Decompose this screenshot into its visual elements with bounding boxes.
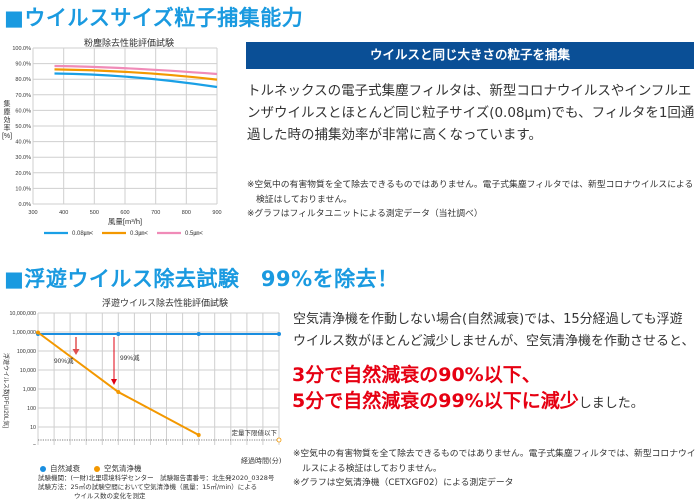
svg-text:浮遊ウイルス数[PFU/20L気]: 浮遊ウイルス数[PFU/20L気] bbox=[2, 353, 10, 428]
svg-text:0.08㎛<: 0.08㎛< bbox=[72, 231, 94, 238]
svg-text:90%減: 90%減 bbox=[54, 356, 74, 365]
section2-note-2: ※グラフは空気清浄機（CETXGF02）による測定データ bbox=[293, 478, 514, 488]
chart2-xlabel: 経過時間(分) bbox=[241, 457, 282, 465]
svg-text:40.0%: 40.0% bbox=[15, 140, 31, 146]
chart2-legend: 自然減衰 空気清浄機 bbox=[40, 463, 156, 474]
legend-air-purifier: 空気清浄機 bbox=[94, 463, 142, 474]
svg-text:10: 10 bbox=[30, 425, 36, 431]
section1-note-2: ※グラフはフィルタユニットによる測定データ（当社調べ） bbox=[247, 209, 483, 219]
section2-body: 空気清浄機を作動しない場合(自然減衰)では、15分経過しても浮遊ウイルス数がほと… bbox=[293, 312, 695, 349]
svg-text:集: 集 bbox=[4, 99, 11, 108]
legend-dot-blue bbox=[40, 465, 46, 472]
svg-text:80.0%: 80.0% bbox=[15, 77, 31, 83]
svg-text:0: 0 bbox=[33, 444, 36, 445]
chart1-title: 粉塵除去性能評価試験 bbox=[83, 39, 174, 49]
svg-text:0.3㎛<: 0.3㎛< bbox=[130, 231, 148, 238]
svg-text:10.0%: 10.0% bbox=[15, 186, 31, 192]
test-info: 試験機関：(一財)北里環境科学センター 試験報告書番号：北生発2020_0328… bbox=[38, 474, 274, 500]
highlight-90: 3分で自然減衰の90%以下、 bbox=[292, 364, 541, 386]
test-info-method: 試験方法：25㎥の試験空間において空気清浄機（風量：15㎥/min）による bbox=[38, 483, 258, 491]
svg-text:20.0%: 20.0% bbox=[15, 171, 31, 177]
section2-note-1: ※空気中の有害物質を全て除去できるものではありません。電子式集塵フィルタでは、新… bbox=[293, 449, 696, 474]
svg-text:[%]: [%] bbox=[2, 133, 12, 140]
svg-text:300: 300 bbox=[28, 210, 37, 216]
svg-text:60.0%: 60.0% bbox=[15, 108, 31, 114]
svg-text:10,000,000: 10,000,000 bbox=[9, 311, 36, 317]
legend-dot-orange bbox=[94, 465, 100, 472]
highlight-99: 5分で自然減衰の99%以下に減少しました。 bbox=[292, 389, 644, 416]
svg-text:500: 500 bbox=[90, 210, 99, 216]
svg-text:400: 400 bbox=[59, 210, 68, 216]
svg-text:100,000: 100,000 bbox=[17, 349, 36, 355]
section2-notes: ※空気中の有害物質を全て除去できるものではありません。電子式集塵フィルタでは、新… bbox=[293, 447, 698, 491]
svg-text:50.0%: 50.0% bbox=[15, 124, 31, 130]
capture-banner: ウイルスと同じ大きさの粒子を捕集 bbox=[246, 42, 694, 69]
dust-removal-chart: 100.0% 90.0% 80.0% 70.0% 60.0% 50.0% 40.… bbox=[2, 46, 222, 238]
highlight-99-text: 5分で自然減衰の99%以下に減少 bbox=[292, 390, 579, 412]
section1-body: トルネックスの電子式集塵フィルタは、新型コロナウイルスやインフルエンザウイルスと… bbox=[247, 83, 695, 143]
svg-text:30.0%: 30.0% bbox=[15, 155, 31, 161]
svg-text:率: 率 bbox=[4, 123, 11, 132]
svg-text:900: 900 bbox=[212, 210, 221, 216]
svg-text:塵: 塵 bbox=[4, 107, 11, 116]
section1-note-1: ※空気中の有害物質を全て除去できるものではありません。電子式集塵フィルタでは、新… bbox=[247, 180, 694, 205]
test-info-method2: ウイルス数の変化を測定 bbox=[74, 492, 146, 500]
svg-text:600: 600 bbox=[120, 210, 129, 216]
chart2-title: 浮遊ウイルス除去性能評価試験 bbox=[101, 299, 228, 309]
section2-title: ■浮遊ウイルス除去試験 99%を除去！ bbox=[4, 267, 399, 291]
virus-removal-chart: 10,000,000 1,000,000 100,000 10,000 1,00… bbox=[2, 311, 282, 445]
svg-text:90.0%: 90.0% bbox=[15, 62, 31, 68]
svg-text:100.0%: 100.0% bbox=[12, 46, 31, 52]
svg-text:1,000,000: 1,000,000 bbox=[12, 330, 36, 336]
svg-text:定量下限値以下: 定量下限値以下 bbox=[232, 428, 278, 437]
svg-text:100: 100 bbox=[27, 406, 36, 412]
svg-text:800: 800 bbox=[182, 210, 191, 216]
svg-text:効: 効 bbox=[4, 115, 11, 124]
svg-text:700: 700 bbox=[151, 210, 160, 216]
svg-text:99%減: 99%減 bbox=[120, 353, 140, 362]
svg-text:0.0%: 0.0% bbox=[18, 202, 31, 208]
test-info-org: 試験機関：(一財)北里環境科学センター 試験報告書番号：北生発2020_0328… bbox=[38, 474, 275, 482]
svg-text:1,000: 1,000 bbox=[23, 387, 36, 393]
section1-notes: ※空気中の有害物質を全て除去できるものではありません。電子式集塵フィルタでは、新… bbox=[247, 178, 697, 222]
svg-text:70.0%: 70.0% bbox=[15, 93, 31, 99]
svg-text:0.5㎛<: 0.5㎛< bbox=[185, 231, 203, 238]
chart1-xlabel: 風量[m³/h] bbox=[108, 217, 142, 226]
highlight-99-tail: しました。 bbox=[578, 396, 644, 411]
legend-natural-decay: 自然減衰 bbox=[40, 463, 80, 474]
section1-title: ■ウイルスサイズ粒子捕集能力 bbox=[4, 6, 304, 30]
svg-text:10,000: 10,000 bbox=[20, 368, 36, 374]
